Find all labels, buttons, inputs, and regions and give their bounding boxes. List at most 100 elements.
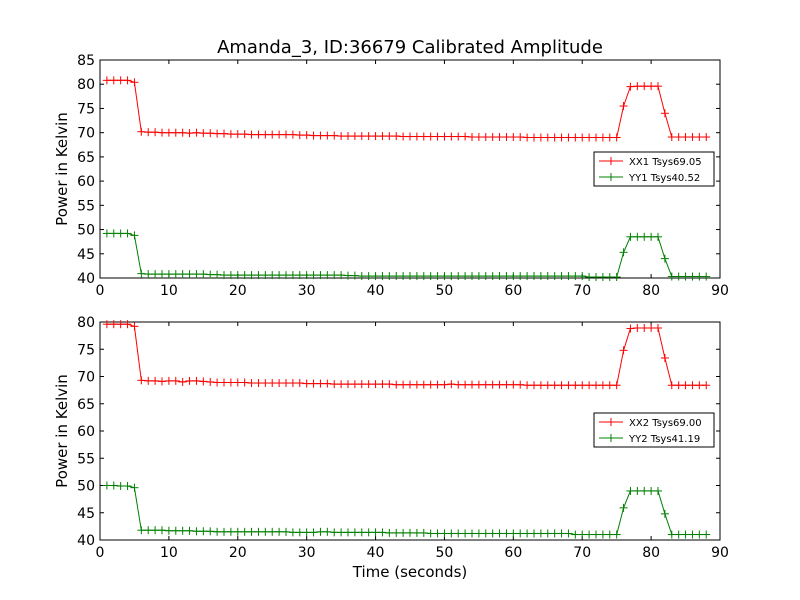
data-point <box>578 272 587 281</box>
data-point <box>337 271 346 280</box>
data-point <box>626 232 635 241</box>
data-point <box>199 270 208 279</box>
y-tick-label: 50 <box>77 479 95 495</box>
data-point <box>399 132 408 141</box>
data-point <box>474 133 483 142</box>
data-point <box>681 381 690 390</box>
data-point <box>647 323 656 332</box>
data-point <box>412 132 421 141</box>
data-point <box>378 132 387 141</box>
data-point <box>674 133 683 142</box>
data-point <box>206 377 215 386</box>
data-point <box>364 132 373 141</box>
data-point <box>688 133 697 142</box>
data-point <box>557 381 566 390</box>
data-point <box>137 127 146 136</box>
data-point <box>681 530 690 539</box>
legend-label: XX1 Tsys69.05 <box>629 157 702 168</box>
top-chart-panel: 0 10 20 30 40 50 60 70 80 90 40 45 50 55 60 65 70 75 80 85 P… <box>53 53 729 299</box>
data-point <box>371 272 380 281</box>
data-point <box>605 530 614 539</box>
data-point <box>137 376 146 385</box>
data-point <box>509 380 518 389</box>
x-tick-label: 20 <box>229 283 247 299</box>
data-point <box>123 320 132 329</box>
data-point <box>295 131 304 140</box>
data-point <box>171 128 180 137</box>
data-point <box>316 131 325 140</box>
y-tick-label: 75 <box>77 101 95 117</box>
data-point <box>206 270 215 279</box>
data-point <box>330 380 339 389</box>
data-point <box>302 131 311 140</box>
data-point <box>178 526 187 535</box>
data-point <box>433 380 442 389</box>
data-point <box>543 133 552 142</box>
data-point <box>323 271 332 280</box>
bottom-chart-panel: 0 10 20 30 40 50 60 70 80 90 40 45 50 55 60 65 70 75 80 Pow… <box>53 315 729 581</box>
data-point <box>116 229 125 238</box>
data-point <box>206 527 215 536</box>
data-point <box>399 380 408 389</box>
x-tick-label: 50 <box>436 545 454 561</box>
data-point <box>619 248 628 257</box>
data-point <box>633 486 642 495</box>
data-point <box>213 527 222 536</box>
data-point <box>461 272 470 281</box>
y-tick-label: 55 <box>77 198 95 214</box>
data-point <box>592 530 600 539</box>
x-tick-label: 20 <box>229 545 247 561</box>
data-point <box>261 130 270 139</box>
data-point <box>123 76 132 85</box>
data-point <box>454 380 463 389</box>
data-point <box>571 272 580 281</box>
legend-box <box>593 151 715 187</box>
data-point <box>605 273 614 282</box>
data-point <box>695 272 704 281</box>
data-point <box>688 272 697 281</box>
data-point <box>185 526 194 535</box>
data-point <box>295 379 304 388</box>
data-point <box>633 323 642 332</box>
data-point <box>406 132 414 141</box>
data-point <box>399 272 408 281</box>
data-point <box>151 376 160 385</box>
data-point <box>233 130 242 139</box>
data-point <box>426 380 435 389</box>
y-tick-label: 65 <box>77 150 95 166</box>
data-point <box>481 272 490 281</box>
data-point <box>109 76 118 85</box>
data-point <box>344 132 352 141</box>
data-point <box>316 271 325 280</box>
figure-title: Amanda_3, ID:36679 Calibrated Amplitude <box>217 37 603 58</box>
data-point <box>557 133 566 142</box>
data-point <box>288 130 297 139</box>
data-point <box>130 231 139 240</box>
data-point <box>323 527 332 536</box>
data-point <box>199 377 208 386</box>
data-point <box>447 380 456 389</box>
data-point <box>433 529 442 538</box>
data-point <box>495 529 504 538</box>
data-point <box>171 526 180 535</box>
data-point <box>158 128 166 137</box>
legend-entry: YY2 Tsys41.19 <box>599 434 700 445</box>
data-point <box>612 530 621 539</box>
data-point <box>192 270 201 279</box>
data-point <box>550 272 559 281</box>
data-point <box>592 133 600 142</box>
data-point <box>406 272 414 281</box>
data-point <box>171 270 180 279</box>
data-point <box>447 132 456 141</box>
data-point <box>192 128 201 137</box>
data-point <box>164 526 173 535</box>
data-point <box>268 379 277 388</box>
data-point <box>468 529 476 538</box>
data-point <box>585 133 594 142</box>
data-point <box>116 482 125 491</box>
data-point <box>199 129 208 138</box>
legend: XX1 Tsys69.05 YY1 Tsys40.52 <box>593 151 715 187</box>
y-tick-label: 65 <box>77 397 95 413</box>
data-point <box>695 530 704 539</box>
data-point <box>337 528 346 537</box>
